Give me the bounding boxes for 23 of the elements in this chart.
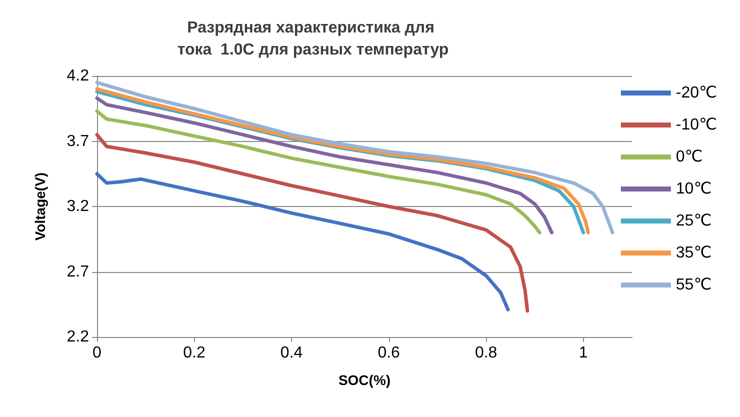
y-tick-label: 3.7 (66, 132, 90, 150)
x-tick-label: 0.8 (474, 344, 498, 362)
y-axis-title: Voltage(V) (32, 172, 48, 241)
legend-label: 35℃ (676, 244, 712, 262)
x-axis-title: SOC(%) (338, 372, 391, 388)
x-tick-label: 1 (578, 344, 588, 362)
x-tick-label: 0 (92, 344, 102, 362)
x-tick-label: 0.6 (378, 344, 400, 362)
legend-label: -20℃ (676, 84, 717, 102)
legend-label: -10℃ (676, 116, 717, 134)
chart-title: Разрядная характеристика для тока 1.0C для разных температур (177, 20, 449, 58)
y-tick-label: 4.2 (66, 68, 90, 84)
x-tick-label: 0.4 (280, 344, 303, 362)
y-tick-label: 2.7 (66, 263, 90, 280)
x-tick-label: 0.2 (183, 344, 206, 362)
legend-label: 0℃ (676, 148, 703, 166)
line-series (95, 132, 530, 313)
y-tick-label: 3.2 (66, 198, 90, 215)
legend-label: 10℃ (676, 180, 712, 198)
legend-label: 55℃ (676, 276, 712, 294)
y-tick-label: 2.2 (66, 328, 90, 346)
legend-label: 25℃ (676, 212, 712, 230)
line-series (95, 172, 510, 312)
